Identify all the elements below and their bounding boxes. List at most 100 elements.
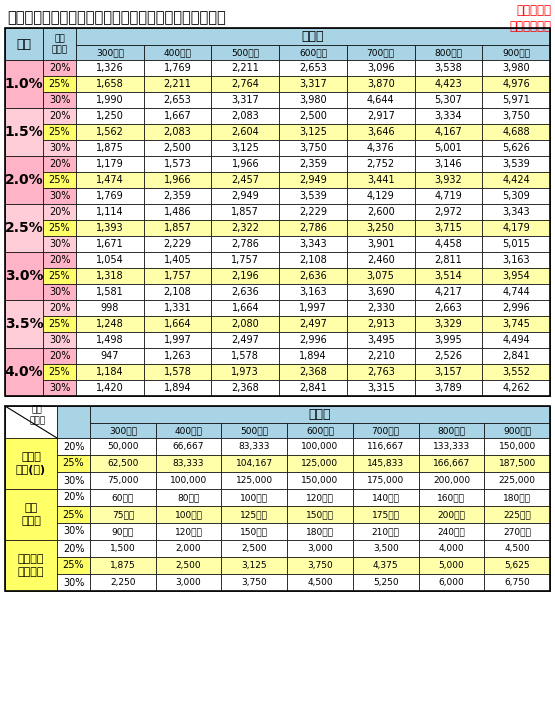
Bar (418, 489, 485, 506)
Text: 30%: 30% (49, 191, 70, 201)
Text: 1,997: 1,997 (164, 335, 191, 345)
Text: 2,763: 2,763 (367, 367, 395, 377)
Bar (482, 236, 550, 252)
Text: 1,114: 1,114 (96, 207, 124, 217)
Text: 4.0%: 4.0% (4, 365, 43, 379)
Bar (279, 156, 347, 172)
Bar (156, 540, 221, 557)
Text: 100,000: 100,000 (301, 442, 339, 451)
Bar (90, 406, 550, 423)
Bar (415, 188, 482, 204)
Text: 2,497: 2,497 (231, 335, 259, 345)
Text: 2,764: 2,764 (231, 79, 259, 89)
Bar (415, 252, 482, 268)
Text: 25%: 25% (49, 223, 70, 233)
Text: 2,752: 2,752 (367, 159, 395, 169)
Text: 187,500: 187,500 (498, 459, 536, 468)
Text: 700万円: 700万円 (367, 48, 395, 57)
Bar (76, 28, 550, 45)
Text: 30%: 30% (63, 476, 84, 486)
Text: 20%: 20% (49, 111, 70, 121)
Bar (485, 472, 550, 489)
Text: 金利別、年収負担率別　住宅ローン借入可能額（万円）: 金利別、年収負担率別 住宅ローン借入可能額（万円） (7, 10, 226, 25)
Text: 1,894: 1,894 (299, 351, 327, 361)
Text: 2,368: 2,368 (299, 367, 327, 377)
Text: 160万円: 160万円 (437, 493, 466, 502)
Bar (482, 204, 550, 220)
Bar (76, 380, 144, 396)
Bar (482, 316, 550, 332)
Text: 1.0%: 1.0% (4, 77, 43, 91)
Bar (418, 506, 485, 523)
Text: 3,146: 3,146 (435, 159, 462, 169)
Bar (211, 332, 279, 348)
Bar (347, 188, 415, 204)
Bar (5, 60, 43, 108)
Text: 4,976: 4,976 (502, 79, 530, 89)
Bar (279, 188, 347, 204)
Text: 3,096: 3,096 (367, 63, 395, 73)
Bar (156, 506, 221, 523)
Bar (347, 380, 415, 396)
Text: 3,932: 3,932 (435, 175, 462, 185)
Bar (90, 438, 156, 455)
Bar (221, 455, 287, 472)
Bar (415, 236, 482, 252)
Text: 20%: 20% (49, 351, 70, 361)
Text: 3,495: 3,495 (367, 335, 395, 345)
Text: 998: 998 (100, 303, 119, 313)
Text: 3,343: 3,343 (502, 207, 530, 217)
Text: 2,841: 2,841 (299, 383, 327, 393)
Bar (211, 108, 279, 124)
Bar (57, 489, 90, 506)
Bar (279, 316, 347, 332)
Text: 4,129: 4,129 (367, 191, 395, 201)
Bar (211, 300, 279, 316)
Bar (221, 574, 287, 591)
Text: 3,750: 3,750 (502, 111, 530, 121)
Bar (144, 124, 211, 140)
Bar (5, 28, 550, 396)
Text: 年収
負担率: 年収 負担率 (52, 34, 68, 54)
Text: 1,581: 1,581 (96, 287, 124, 297)
Text: 1,393: 1,393 (96, 223, 124, 233)
Text: 4,179: 4,179 (502, 223, 530, 233)
Bar (353, 557, 418, 574)
Bar (144, 220, 211, 236)
Text: 1,263: 1,263 (164, 351, 191, 361)
Text: 2,211: 2,211 (164, 79, 191, 89)
Text: 500万円: 500万円 (231, 48, 259, 57)
Text: 5,000: 5,000 (438, 561, 465, 570)
Text: 20%: 20% (49, 159, 70, 169)
Text: 3,954: 3,954 (502, 271, 530, 281)
Bar (482, 140, 550, 156)
Text: 145,833: 145,833 (367, 459, 404, 468)
Text: 25%: 25% (49, 127, 70, 137)
Bar (90, 523, 156, 540)
Bar (415, 332, 482, 348)
Text: 1,875: 1,875 (110, 561, 136, 570)
Text: 600万円: 600万円 (299, 48, 327, 57)
Bar (5, 28, 43, 60)
Text: 5,015: 5,015 (502, 239, 530, 249)
Bar (43, 140, 76, 156)
Text: 2,636: 2,636 (231, 287, 259, 297)
Bar (144, 300, 211, 316)
Text: 1,966: 1,966 (231, 159, 259, 169)
Text: 2,457: 2,457 (231, 175, 259, 185)
Bar (279, 236, 347, 252)
Text: 3,901: 3,901 (367, 239, 395, 249)
Text: 1,054: 1,054 (96, 255, 124, 265)
Text: 100,000: 100,000 (170, 476, 207, 485)
Text: 83,333: 83,333 (239, 442, 270, 451)
Bar (221, 438, 287, 455)
Bar (279, 348, 347, 364)
Text: 4,688: 4,688 (502, 127, 530, 137)
Text: 25%: 25% (49, 79, 70, 89)
Bar (76, 45, 144, 60)
Bar (43, 220, 76, 236)
Bar (156, 523, 221, 540)
Bar (144, 236, 211, 252)
Bar (5, 108, 43, 156)
Bar (76, 252, 144, 268)
